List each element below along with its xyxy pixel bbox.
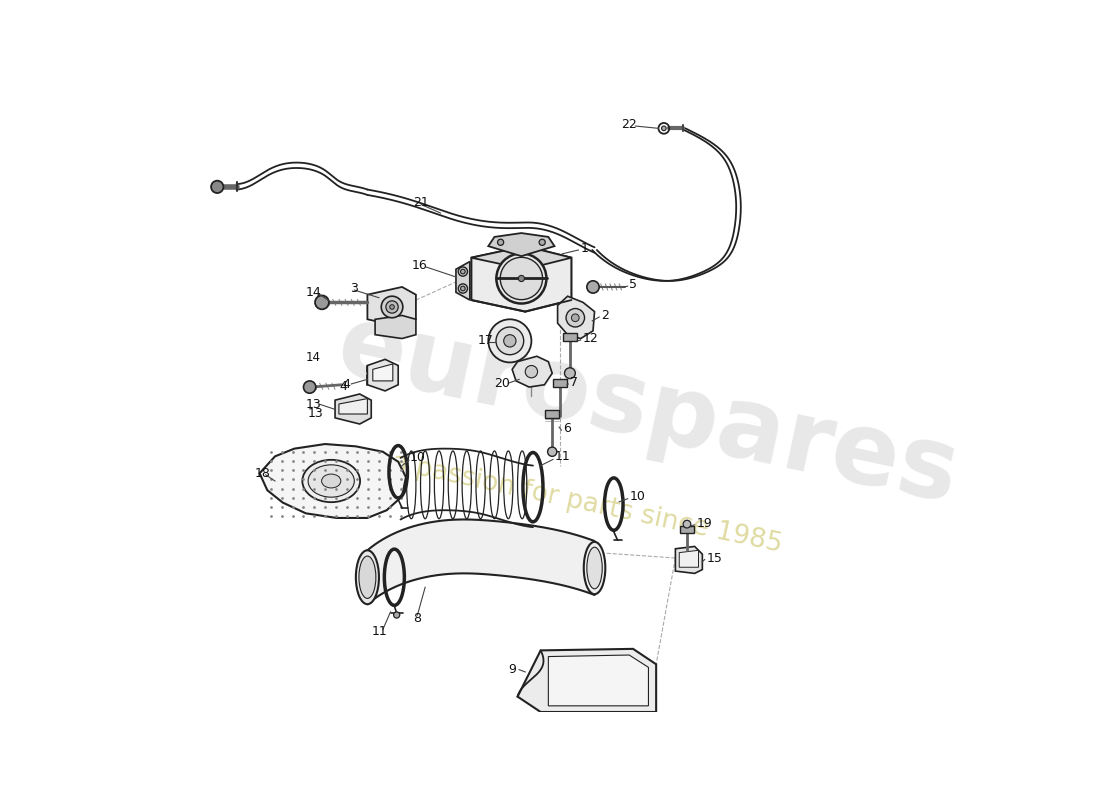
Text: 4: 4 bbox=[342, 378, 350, 391]
Ellipse shape bbox=[461, 286, 465, 291]
Ellipse shape bbox=[302, 460, 360, 502]
Circle shape bbox=[683, 520, 691, 528]
Circle shape bbox=[211, 181, 223, 193]
Polygon shape bbox=[680, 526, 694, 534]
Text: 11: 11 bbox=[554, 450, 570, 463]
Polygon shape bbox=[546, 410, 559, 418]
Ellipse shape bbox=[321, 474, 341, 488]
Polygon shape bbox=[553, 379, 566, 387]
Polygon shape bbox=[367, 519, 594, 604]
Ellipse shape bbox=[586, 547, 603, 589]
Text: 14: 14 bbox=[306, 286, 321, 299]
Text: eurospares: eurospares bbox=[329, 298, 968, 525]
Ellipse shape bbox=[500, 258, 542, 300]
Text: 6: 6 bbox=[563, 422, 571, 435]
Text: a passion for parts since 1985: a passion for parts since 1985 bbox=[389, 450, 784, 558]
Polygon shape bbox=[367, 359, 398, 391]
Text: 21: 21 bbox=[414, 196, 429, 209]
Ellipse shape bbox=[355, 550, 378, 604]
Text: 3: 3 bbox=[350, 282, 358, 295]
Circle shape bbox=[539, 239, 546, 246]
Polygon shape bbox=[472, 246, 572, 270]
Text: 13: 13 bbox=[308, 406, 323, 420]
Text: 20: 20 bbox=[495, 377, 510, 390]
Text: 15: 15 bbox=[706, 551, 722, 565]
Polygon shape bbox=[472, 246, 572, 312]
Polygon shape bbox=[260, 444, 406, 518]
Ellipse shape bbox=[308, 465, 354, 497]
Ellipse shape bbox=[461, 270, 465, 274]
Polygon shape bbox=[675, 546, 703, 574]
Text: 18: 18 bbox=[254, 467, 271, 480]
Text: 13: 13 bbox=[306, 398, 321, 410]
Text: 8: 8 bbox=[414, 611, 421, 625]
Polygon shape bbox=[336, 394, 372, 424]
Polygon shape bbox=[375, 315, 416, 338]
Ellipse shape bbox=[496, 254, 547, 303]
Ellipse shape bbox=[459, 284, 468, 293]
Polygon shape bbox=[373, 364, 393, 381]
Circle shape bbox=[571, 314, 579, 322]
Ellipse shape bbox=[359, 556, 376, 598]
Text: 16: 16 bbox=[412, 259, 428, 272]
Circle shape bbox=[497, 239, 504, 246]
Text: 2: 2 bbox=[601, 309, 608, 322]
Circle shape bbox=[526, 366, 538, 378]
Circle shape bbox=[587, 281, 600, 293]
Polygon shape bbox=[563, 333, 576, 341]
Circle shape bbox=[304, 381, 316, 394]
Text: 7: 7 bbox=[570, 376, 578, 389]
Polygon shape bbox=[367, 287, 416, 327]
Circle shape bbox=[566, 309, 584, 327]
Ellipse shape bbox=[459, 267, 468, 276]
Circle shape bbox=[315, 295, 329, 310]
Text: 5: 5 bbox=[629, 278, 637, 291]
Polygon shape bbox=[339, 398, 367, 414]
Circle shape bbox=[504, 334, 516, 347]
Circle shape bbox=[488, 319, 531, 362]
Polygon shape bbox=[455, 262, 470, 300]
Circle shape bbox=[394, 612, 399, 618]
Text: 10: 10 bbox=[409, 451, 426, 464]
Ellipse shape bbox=[584, 542, 605, 594]
Text: 10: 10 bbox=[629, 490, 645, 503]
Text: 11: 11 bbox=[372, 625, 387, 638]
Polygon shape bbox=[517, 649, 656, 712]
Text: 4: 4 bbox=[339, 380, 346, 393]
Text: 14: 14 bbox=[306, 351, 321, 364]
Circle shape bbox=[564, 368, 575, 378]
Text: 17: 17 bbox=[477, 334, 494, 347]
Text: 22: 22 bbox=[621, 118, 637, 131]
Text: 1: 1 bbox=[581, 242, 589, 255]
Circle shape bbox=[661, 126, 667, 130]
Circle shape bbox=[496, 327, 524, 354]
Ellipse shape bbox=[389, 305, 394, 310]
Polygon shape bbox=[558, 296, 594, 338]
Polygon shape bbox=[488, 233, 554, 256]
Ellipse shape bbox=[382, 296, 403, 318]
Text: 9: 9 bbox=[508, 663, 516, 676]
Polygon shape bbox=[548, 655, 649, 706]
Text: 12: 12 bbox=[583, 332, 598, 345]
Ellipse shape bbox=[386, 301, 398, 313]
Circle shape bbox=[548, 447, 557, 456]
Circle shape bbox=[518, 275, 525, 282]
Polygon shape bbox=[680, 550, 698, 567]
Polygon shape bbox=[513, 356, 552, 387]
Text: 19: 19 bbox=[696, 517, 712, 530]
